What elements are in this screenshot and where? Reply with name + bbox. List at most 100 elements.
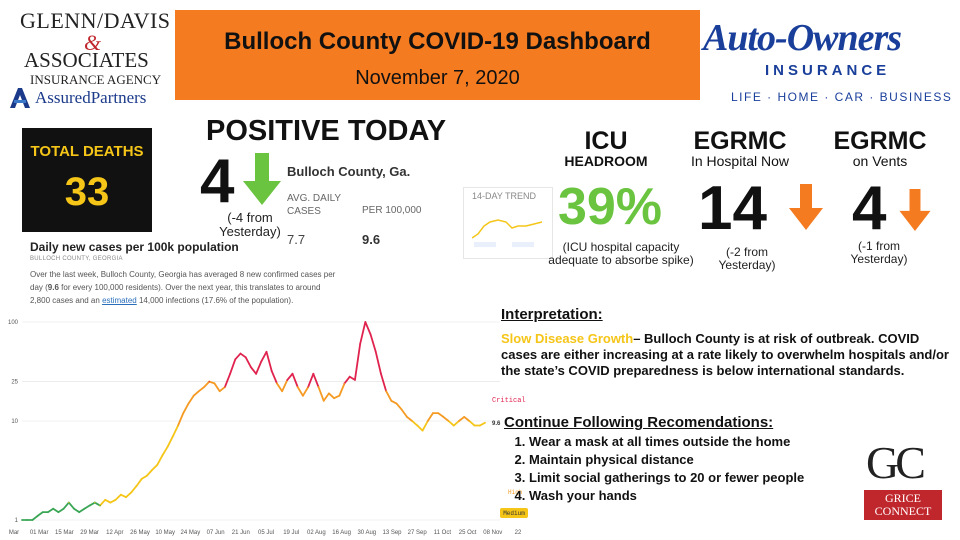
- data-point: [442, 416, 444, 418]
- series-segment: [322, 392, 330, 402]
- series-segment: [93, 501, 101, 507]
- series-segment: [140, 474, 148, 480]
- data-point: [297, 386, 299, 388]
- series-segment: [99, 498, 107, 507]
- data-point: [271, 370, 273, 372]
- data-point: [333, 397, 335, 399]
- series-segment: [234, 352, 242, 361]
- series-segment: [197, 386, 205, 393]
- x-tick-label: 19 Jul: [283, 530, 299, 536]
- series-segment: [31, 515, 39, 521]
- medium-badge: [500, 508, 528, 518]
- series-segment: [229, 358, 237, 375]
- series-segment: [442, 416, 450, 422]
- auto-owners-insurance: INSURANCE: [765, 62, 891, 79]
- series-segment: [83, 504, 91, 510]
- x-tick-label: 15 Mar: [55, 530, 74, 536]
- auto-owners-logo: Auto-Owners INSURANCE LIFE · HOME · CAR …: [703, 12, 953, 107]
- data-point: [286, 379, 288, 381]
- grice-connect-logo: GC GRICE CONNECT: [862, 437, 946, 522]
- data-point: [141, 478, 143, 480]
- dashboard-title: Bulloch County COVID-19 Dashboard: [224, 28, 651, 55]
- series-segment: [276, 382, 284, 393]
- data-point: [380, 373, 382, 375]
- data-point: [234, 358, 236, 360]
- logo-line-4: AssuredPartners: [35, 88, 147, 107]
- series-segment: [328, 392, 336, 400]
- series-segment: [265, 350, 273, 372]
- x-tick-label: 21 Jun: [232, 530, 250, 536]
- trend-card: 14-DAY TREND: [463, 187, 553, 259]
- x-tick-label: 22: [515, 530, 522, 536]
- data-point: [484, 422, 486, 424]
- data-point: [47, 511, 49, 513]
- data-point: [78, 511, 80, 513]
- data-point: [94, 501, 96, 504]
- series-segment: [364, 321, 372, 336]
- data-point: [104, 499, 106, 501]
- data-point: [447, 420, 450, 422]
- chart-description: Over the last week, Bulloch County, Geor…: [30, 268, 430, 307]
- series-segment: [161, 445, 169, 457]
- egrmc-hospital-subtitle: In Hospital Now: [690, 153, 790, 169]
- series-segment: [437, 412, 445, 418]
- series-segment: [47, 507, 55, 514]
- data-point: [317, 386, 320, 388]
- auto-owners-tagline: LIFE · HOME · CAR · BUSINESS: [731, 90, 953, 104]
- data-point: [130, 491, 132, 494]
- series-segment: [213, 382, 221, 393]
- recommendation-item: Limit social gatherings to 20 or fewer p…: [529, 469, 804, 487]
- orange-down-arrow-icon: [899, 189, 931, 231]
- series-segment: [114, 493, 122, 501]
- logo-line-3: Insurance Agency: [30, 72, 162, 87]
- orange-down-arrow-icon: [789, 184, 823, 230]
- recommendations-heading: Continue Following Recomendations:: [504, 414, 774, 431]
- x-tick-label: 01 Mar: [30, 530, 49, 536]
- series-segment: [104, 498, 112, 504]
- data-point: [146, 475, 148, 477]
- data-point: [52, 508, 54, 510]
- series-segment: [244, 356, 252, 369]
- egrmc-hospital-note: (-2 from Yesterday): [718, 245, 776, 272]
- data-point: [37, 515, 39, 517]
- data-point: [167, 446, 169, 448]
- green-down-arrow-icon: [243, 153, 281, 205]
- data-point: [375, 351, 377, 353]
- data-point: [57, 511, 60, 513]
- data-point: [401, 409, 403, 411]
- per-100k-label: PER 100,000: [362, 205, 422, 216]
- y-tick-label: 100: [8, 320, 19, 326]
- auto-owners-name: Auto-Owners: [703, 17, 902, 59]
- chart-heading: Daily new cases per 100k population: [30, 240, 239, 254]
- data-point: [42, 511, 44, 513]
- data-point: [427, 420, 429, 422]
- positive-today-value: 4: [200, 147, 235, 216]
- data-point: [385, 390, 387, 392]
- data-point: [193, 395, 195, 397]
- data-point: [156, 464, 158, 466]
- x-tick-label: 10 May: [155, 530, 175, 536]
- data-point: [63, 508, 65, 510]
- data-point: [354, 379, 356, 381]
- series-segment: [463, 416, 471, 422]
- data-point: [182, 412, 184, 414]
- description-line-3: 2,800 cases and an estimated 14,000 infe…: [30, 296, 294, 305]
- data-point: [250, 366, 252, 368]
- series-segment: [416, 424, 424, 432]
- data-point: [411, 420, 413, 422]
- series-segment: [312, 372, 320, 389]
- series-segment: [36, 511, 44, 517]
- per-100k-value: 9.6: [362, 232, 381, 247]
- description-line-1: Over the last week, Bulloch County, Geor…: [30, 270, 336, 279]
- interpretation-heading: Interpretation:: [501, 306, 603, 323]
- data-point: [83, 508, 86, 510]
- egrmc-vents-value: 4: [852, 174, 887, 243]
- data-point: [208, 381, 210, 383]
- series-segment: [203, 380, 211, 389]
- series-segment: [52, 507, 60, 514]
- data-point: [177, 424, 179, 427]
- estimated-link[interactable]: estimated: [102, 296, 137, 305]
- recommendations-list: Wear a mask at all times outside the hom…: [503, 433, 804, 505]
- data-point: [338, 395, 340, 397]
- data-point: [239, 352, 242, 355]
